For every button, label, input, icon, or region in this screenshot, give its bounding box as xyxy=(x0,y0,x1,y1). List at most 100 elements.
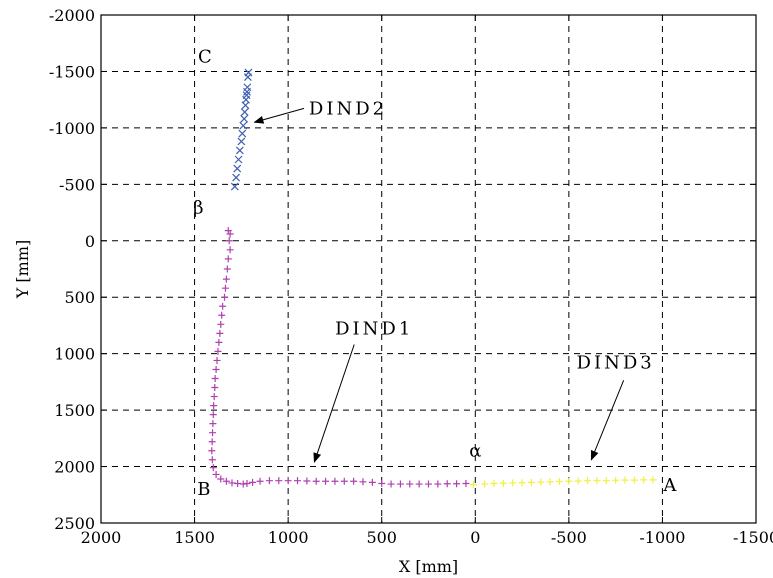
data-point xyxy=(490,479,498,487)
data-point xyxy=(546,478,554,486)
data-point xyxy=(225,237,233,245)
data-point xyxy=(233,164,242,173)
x-tick-label: -1500 xyxy=(733,528,773,547)
data-series xyxy=(208,68,657,489)
x-axis-label: X [mm] xyxy=(399,557,458,576)
x-tick-label: 0 xyxy=(470,528,480,547)
data-point xyxy=(213,356,221,364)
data-point xyxy=(303,477,311,485)
data-point xyxy=(244,68,253,77)
x-tick-label: 1000 xyxy=(268,528,309,547)
data-point xyxy=(211,375,219,383)
data-point xyxy=(593,477,601,485)
annotation-label: β xyxy=(193,198,203,219)
y-tick-label: 1500 xyxy=(54,401,95,420)
data-point xyxy=(537,478,545,486)
data-point xyxy=(208,456,216,464)
data-point xyxy=(217,475,225,483)
data-point xyxy=(284,477,292,485)
data-point xyxy=(340,477,348,485)
data-point xyxy=(396,480,404,488)
y-tick-label: 2000 xyxy=(54,458,95,477)
data-point xyxy=(234,155,243,164)
data-point xyxy=(256,477,264,485)
y-tick-label: 1000 xyxy=(54,345,95,364)
data-point xyxy=(509,479,517,487)
annotation-arrow xyxy=(313,344,355,463)
data-point xyxy=(359,478,367,486)
annotation-label: C xyxy=(198,46,212,67)
data-point xyxy=(214,347,222,355)
data-point xyxy=(243,83,252,92)
data-point xyxy=(208,447,216,455)
data-point xyxy=(222,275,230,283)
data-point xyxy=(481,480,489,488)
x-tick-label: -1000 xyxy=(639,528,685,547)
data-point xyxy=(387,480,395,488)
annotation-label: α xyxy=(469,440,481,461)
x-tick-label: 2000 xyxy=(81,528,122,547)
data-point xyxy=(649,476,657,484)
y-axis-label: Y [mm] xyxy=(13,240,32,299)
data-point xyxy=(312,477,320,485)
data-point xyxy=(322,477,330,485)
data-point xyxy=(208,438,216,446)
data-point xyxy=(249,478,257,486)
data-point xyxy=(640,476,648,484)
data-point xyxy=(226,230,234,238)
data-point xyxy=(226,246,234,254)
data-point xyxy=(556,477,563,485)
y-tick-label: -1500 xyxy=(49,62,95,81)
data-point xyxy=(219,302,227,310)
data-point xyxy=(275,477,283,485)
data-point xyxy=(211,384,219,392)
plot-frame xyxy=(100,14,757,524)
data-point xyxy=(209,464,217,472)
annotation-arrow xyxy=(253,107,305,124)
data-point xyxy=(235,146,244,155)
x-tick-label: -500 xyxy=(551,528,587,547)
data-point xyxy=(215,338,223,346)
data-point xyxy=(453,480,461,488)
data-point xyxy=(574,477,582,485)
data-point xyxy=(584,477,592,485)
data-point xyxy=(223,265,231,273)
data-point xyxy=(406,480,414,488)
data-point xyxy=(415,480,423,488)
data-point xyxy=(212,365,220,373)
data-point xyxy=(230,182,239,191)
y-tick-label: -500 xyxy=(59,175,95,194)
annotation-label: DIND3 xyxy=(577,352,655,373)
data-point xyxy=(331,477,339,485)
data-point xyxy=(518,479,526,487)
data-point xyxy=(434,480,442,488)
data-point xyxy=(209,411,217,419)
y-tick-label: 2500 xyxy=(54,514,95,533)
data-point xyxy=(243,479,251,487)
data-point xyxy=(242,91,251,100)
data-point xyxy=(222,477,230,485)
data-point xyxy=(630,476,638,484)
series-dind1 xyxy=(208,227,470,488)
data-point xyxy=(612,476,620,484)
data-point xyxy=(602,477,610,485)
data-point xyxy=(240,108,249,117)
data-point xyxy=(209,420,217,428)
data-point xyxy=(238,129,247,138)
annotation-label: DIND1 xyxy=(335,318,413,339)
data-point xyxy=(210,402,218,410)
series-dind2 xyxy=(230,68,253,191)
annotation-arrow xyxy=(590,380,625,461)
data-point xyxy=(469,481,477,489)
annotation-label: A xyxy=(662,475,677,496)
y-tick-label: 500 xyxy=(64,288,95,307)
data-point xyxy=(217,320,225,328)
data-point xyxy=(425,480,432,488)
annotations: Cβ Bα A DIND2 DIND1 DIND3 xyxy=(193,46,677,499)
data-point xyxy=(350,477,358,485)
data-point xyxy=(621,476,629,484)
data-point xyxy=(294,477,301,485)
annotation-label: B xyxy=(197,479,210,500)
data-point xyxy=(368,478,376,486)
